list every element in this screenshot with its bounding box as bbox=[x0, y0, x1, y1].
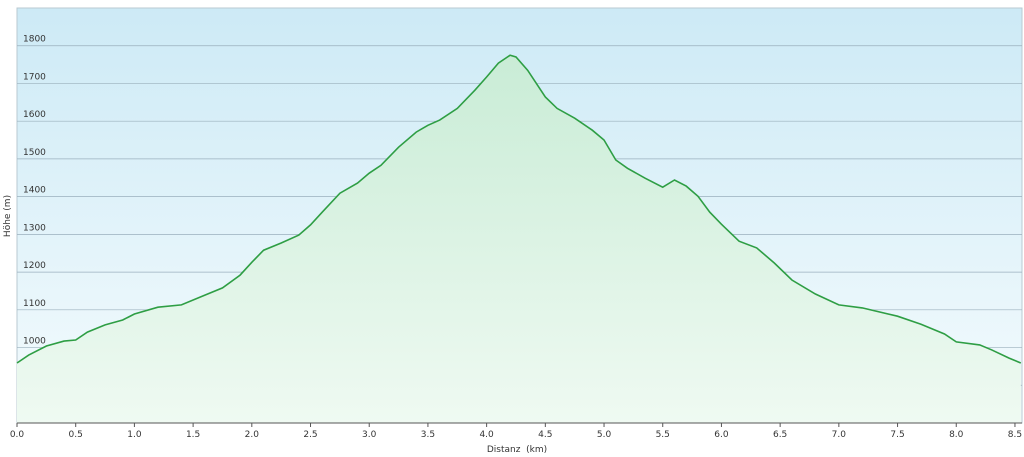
x-tick-label: 0.0 bbox=[10, 430, 25, 440]
y-tick-label: 1400 bbox=[23, 186, 46, 196]
x-tick-label: 7.5 bbox=[890, 430, 904, 440]
area-fill bbox=[17, 55, 1021, 423]
x-tick-label: 2.5 bbox=[303, 430, 317, 440]
y-tick-label: 1100 bbox=[23, 299, 46, 309]
y-tick-label: 1800 bbox=[23, 35, 46, 45]
x-tick-label: 8.0 bbox=[949, 430, 964, 440]
x-tick-label: 2.0 bbox=[245, 430, 260, 440]
x-tick-label: 8.5 bbox=[1008, 430, 1022, 440]
x-tick-label: 1.5 bbox=[186, 430, 200, 440]
y-tick-label: 1500 bbox=[23, 148, 46, 158]
x-tick-label: 4.0 bbox=[479, 430, 494, 440]
y-tick-label: 1700 bbox=[23, 72, 46, 82]
y-axis-title: Höhe (m) bbox=[3, 195, 13, 237]
x-tick-label: 6.5 bbox=[773, 430, 787, 440]
x-tick-label: 1.0 bbox=[127, 430, 142, 440]
y-tick-label: 1200 bbox=[23, 261, 46, 271]
x-axis-title: Distanz (km) bbox=[487, 445, 547, 455]
x-tick-label: 7.0 bbox=[832, 430, 847, 440]
x-tick-label: 4.5 bbox=[538, 430, 552, 440]
x-tick-label: 5.0 bbox=[597, 430, 612, 440]
y-tick-label: 1000 bbox=[23, 337, 46, 347]
x-tick-label: 0.5 bbox=[69, 430, 83, 440]
x-tick-label: 3.0 bbox=[362, 430, 377, 440]
y-tick-label: 1600 bbox=[23, 110, 46, 120]
x-tick-label: 6.0 bbox=[714, 430, 729, 440]
y-tick-label: 1300 bbox=[23, 223, 46, 233]
x-tick-label: 3.5 bbox=[421, 430, 435, 440]
profile-line bbox=[16, 54, 1022, 364]
x-tick-label: 5.5 bbox=[656, 430, 670, 440]
